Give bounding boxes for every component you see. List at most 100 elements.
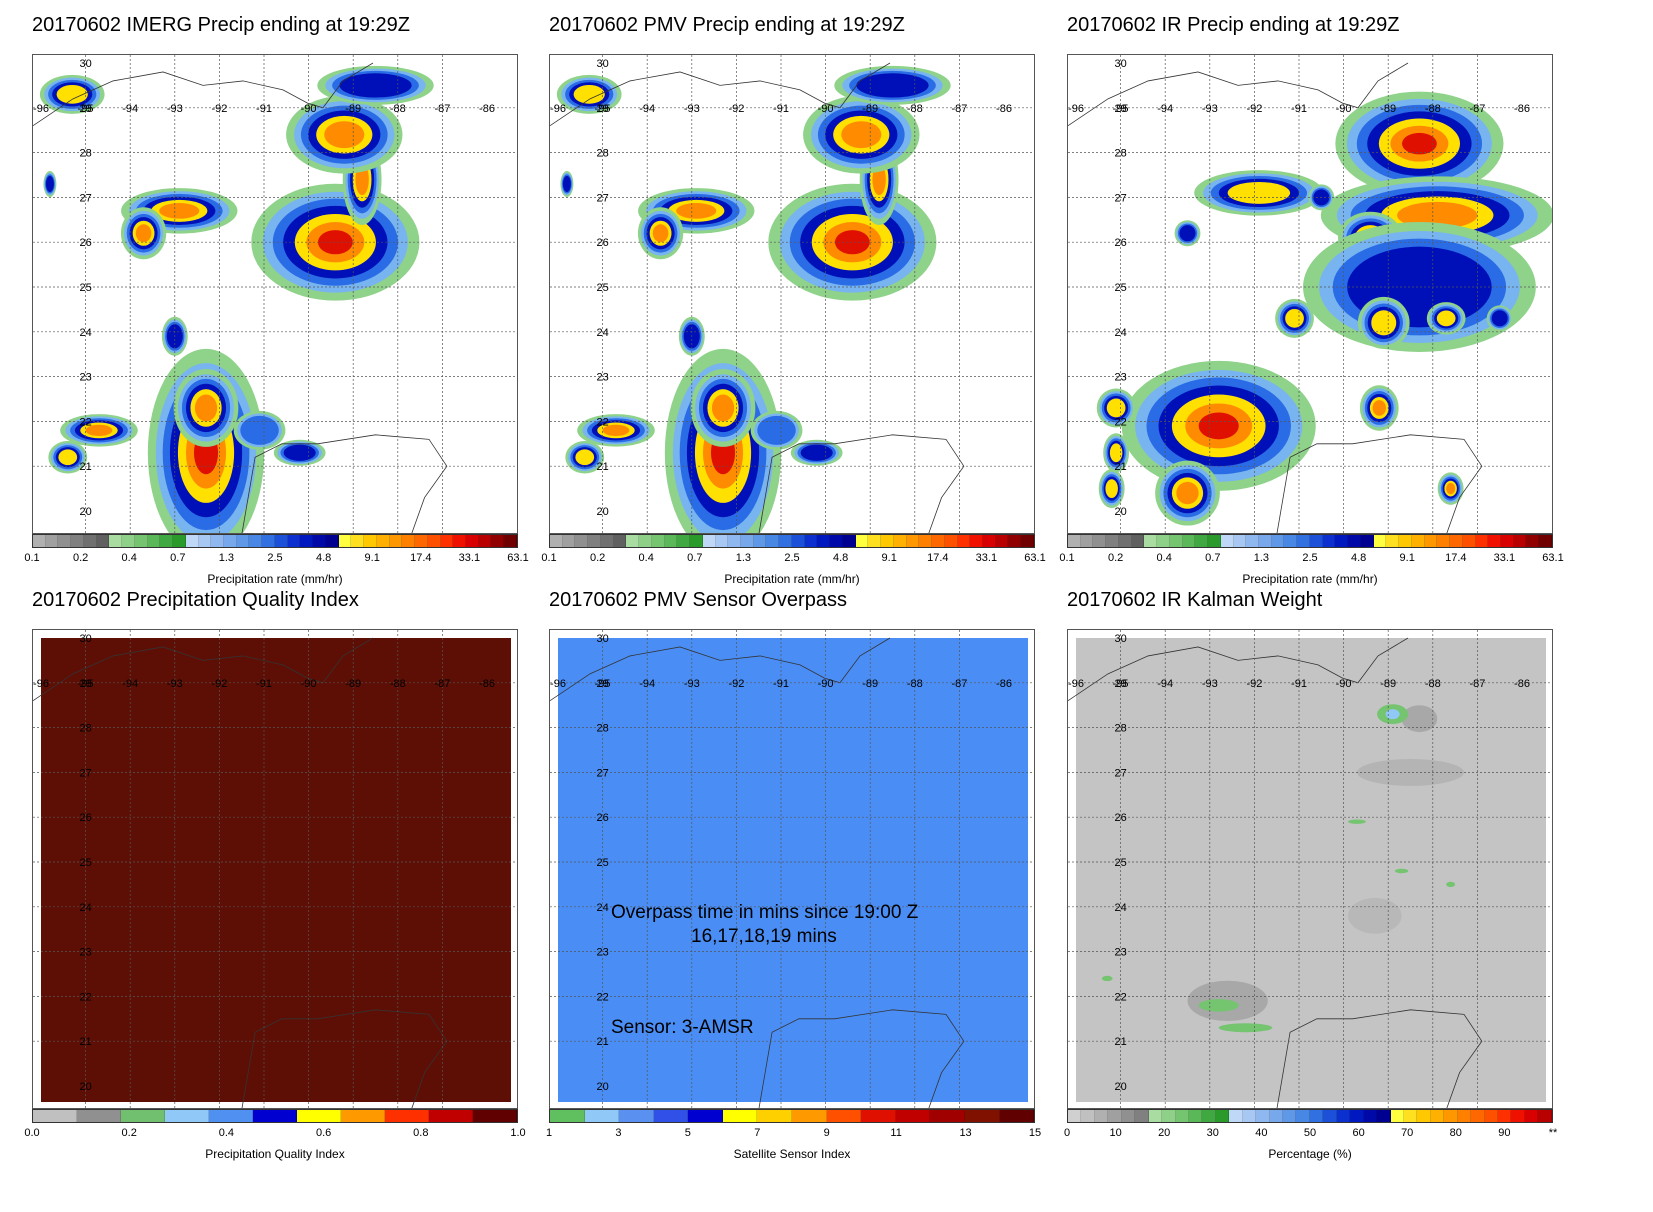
precip-contour — [283, 444, 316, 461]
colorbar-swatch — [792, 1110, 827, 1122]
lon-tick-label: -96 — [1068, 103, 1084, 115]
colorbar-swatch — [1524, 1110, 1539, 1122]
colorbar-tick-label: 0.8 — [413, 1127, 429, 1139]
colorbar-swatch — [253, 1110, 297, 1122]
lon-tick-label: -92 — [1246, 103, 1262, 115]
lon-tick-label: -91 — [256, 678, 272, 690]
lon-tick-label: -86 — [996, 103, 1012, 115]
colorbar-swatch — [297, 1110, 341, 1122]
lon-tick-label: -93 — [167, 678, 183, 690]
lon-tick-label: -89 — [862, 103, 878, 115]
lon-tick-label: -86 — [479, 678, 495, 690]
colorbar-tick-label: 63.1 — [1024, 552, 1046, 564]
lon-tick-label: -87 — [434, 103, 450, 115]
colorbar — [32, 534, 518, 548]
lat-tick-label: 27 — [596, 767, 608, 779]
lon-tick-label: -95 — [1113, 103, 1129, 115]
colorbar-tick-label: 50 — [1303, 1127, 1317, 1139]
map-plot: -96 -95 -94 -93 -92 -91 -90 -89 -88 -87 -86 30 29 28 2… — [32, 54, 518, 534]
lon-tick-label: -87 — [951, 678, 967, 690]
lat-tick-label: 21 — [1114, 1036, 1126, 1048]
colorbar-swatch — [1444, 1110, 1458, 1122]
colorbar-swatch — [861, 1110, 896, 1122]
precip-contour — [1176, 481, 1199, 505]
sensor-label: Sensor: 3-AMSR — [611, 1017, 754, 1038]
precip-contour — [58, 449, 78, 466]
weight-contour — [1101, 975, 1113, 982]
colorbar-swatch — [906, 535, 920, 547]
colorbar-swatch — [804, 535, 818, 547]
colorbar-swatch — [653, 1110, 689, 1122]
lon-tick-label: -88 — [390, 678, 406, 690]
lon-tick-label: -92 — [728, 103, 744, 115]
lat-tick-label: 27 — [1114, 767, 1126, 779]
colorbar-swatch — [690, 535, 703, 547]
weight-contour — [1198, 999, 1239, 1012]
colorbar-swatch — [1008, 535, 1022, 547]
map-plot: -96 -95 -94 -93 -92 -91 -90 -89 -88 -87 -86 30 29 28 2… — [549, 629, 1035, 1109]
colorbar-tick-label: 33.1 — [1493, 552, 1516, 564]
colorbar-swatch — [385, 1110, 429, 1122]
precip-contour — [135, 224, 152, 243]
lat-tick-label: 29 — [596, 103, 608, 115]
precip-contour — [856, 73, 929, 98]
lat-tick-label: 28 — [1114, 148, 1126, 160]
colorbar-swatch — [341, 1110, 385, 1122]
lon-tick-label: -91 — [256, 103, 272, 115]
weight-contour — [1401, 705, 1438, 733]
colorbar-swatch — [1323, 1110, 1337, 1122]
colorbar-swatch — [300, 535, 314, 547]
colorbar-swatch — [1350, 1110, 1364, 1122]
colorbar-swatch — [1094, 1110, 1109, 1122]
colorbar-swatch — [249, 535, 263, 547]
lat-tick-label: 22 — [596, 416, 608, 428]
lat-lon-grid — [1068, 630, 1552, 1108]
lat-tick-label: 30 — [596, 633, 608, 645]
colorbar-swatch — [58, 535, 72, 547]
colorbar-swatch — [1195, 535, 1209, 547]
colorbar-swatch — [702, 535, 716, 547]
colorbar-tick-label: 1.3 — [218, 552, 235, 564]
lon-tick-label: -90 — [301, 678, 317, 690]
colorbar-swatch — [1430, 1110, 1445, 1122]
colorbar-swatch — [77, 1110, 121, 1122]
lat-tick-label: 21 — [1114, 461, 1126, 473]
panel-quality-index: 20170602 Precipitation Quality Index -96… — [24, 589, 572, 1189]
lon-tick-label: -86 — [996, 678, 1012, 690]
colorbar-tick-label: 1 — [545, 1127, 553, 1139]
lon-tick-label: -86 — [479, 103, 495, 115]
colorbar-ticks: 0.0 0.2 0.4 0.6 0.8 1.0 — [24, 1127, 525, 1143]
colorbar-swatch — [613, 535, 627, 547]
colorbar-tick-label: 0.7 — [687, 552, 703, 564]
colorbar-tick-label: 0.4 — [218, 1127, 235, 1139]
panel-title: 20170602 IR Kalman Weight — [1067, 589, 1323, 611]
map-plot: -96 -95 -94 -93 -92 -91 -90 -89 -88 -87 -86 30 29 28 2… — [1067, 54, 1553, 534]
colorbar-tick-label: 0.1 — [541, 552, 557, 564]
colorbar-swatch — [1256, 1110, 1270, 1122]
colorbar-swatch — [715, 535, 729, 547]
colorbar-swatch — [1108, 1110, 1122, 1122]
lat-tick-label: 27 — [79, 767, 91, 779]
lon-tick-label: -96 — [33, 103, 49, 115]
axis-labels: -96 -95 -94 -93 -92 -91 -90 -89 -88 -87 -86 30 29 28 2… — [550, 58, 1012, 518]
panel-kalman-weight: 20170602 IR Kalman Weight -96 -95 -94 -93 -9… — [1064, 589, 1607, 1189]
lon-tick-label: -88 — [1425, 103, 1441, 115]
colorbar-swatch — [473, 1110, 517, 1122]
colorbar-swatch — [753, 535, 767, 547]
colorbar-swatch — [550, 535, 563, 547]
colorbar-swatch — [313, 535, 326, 547]
colorbar-ticks: 0 10 20 30 40 50 60 70 80 90 ** — [1064, 1127, 1557, 1143]
colorbar — [32, 1109, 518, 1123]
colorbar-swatch — [1271, 535, 1285, 547]
colorbar-swatch — [1269, 1110, 1283, 1122]
colorbar-swatch — [1348, 535, 1361, 547]
lat-tick-label: 30 — [1114, 633, 1126, 645]
lon-tick-label: -94 — [1157, 103, 1173, 115]
panel-imerg-precip: 20170602 IMERG Precip ending at 19:29Z -… — [24, 14, 572, 614]
colorbar-swatch — [584, 1110, 620, 1122]
lat-tick-label: 26 — [596, 237, 608, 249]
lon-tick-label: -96 — [33, 678, 49, 690]
colorbar-swatch — [619, 1110, 654, 1122]
lat-lon-grid — [33, 630, 517, 1108]
colorbar-tick-label: 30 — [1206, 1127, 1219, 1139]
